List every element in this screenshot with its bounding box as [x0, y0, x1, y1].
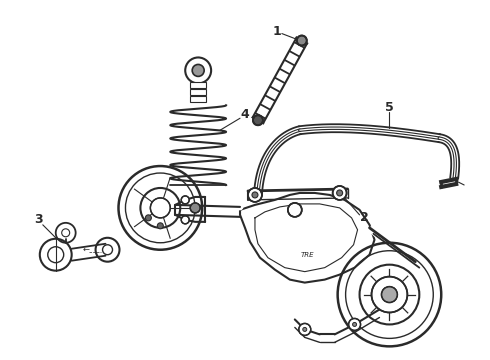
Circle shape — [303, 328, 307, 332]
Circle shape — [248, 188, 262, 202]
Circle shape — [185, 58, 211, 84]
Circle shape — [371, 276, 407, 312]
Text: 3: 3 — [34, 213, 43, 226]
Circle shape — [181, 196, 189, 204]
FancyBboxPatch shape — [190, 82, 206, 88]
Circle shape — [333, 186, 346, 200]
Circle shape — [157, 223, 163, 229]
Circle shape — [382, 287, 397, 302]
Circle shape — [252, 192, 258, 198]
Circle shape — [297, 36, 307, 45]
Text: 1: 1 — [272, 25, 281, 38]
Text: 4: 4 — [241, 108, 249, 121]
Text: $\leftarrow$: $\leftarrow$ — [80, 245, 91, 254]
Circle shape — [150, 198, 171, 218]
Circle shape — [190, 203, 200, 213]
FancyBboxPatch shape — [190, 89, 206, 95]
Circle shape — [253, 115, 263, 125]
Circle shape — [337, 190, 343, 196]
Circle shape — [181, 216, 189, 224]
Circle shape — [192, 64, 204, 76]
Circle shape — [288, 203, 302, 217]
Text: TRE: TRE — [301, 252, 315, 258]
Text: 2: 2 — [360, 211, 369, 224]
Circle shape — [348, 319, 361, 330]
Circle shape — [353, 323, 357, 327]
Circle shape — [299, 323, 311, 336]
Text: 5: 5 — [385, 101, 394, 114]
FancyBboxPatch shape — [190, 96, 206, 102]
Circle shape — [146, 215, 151, 221]
